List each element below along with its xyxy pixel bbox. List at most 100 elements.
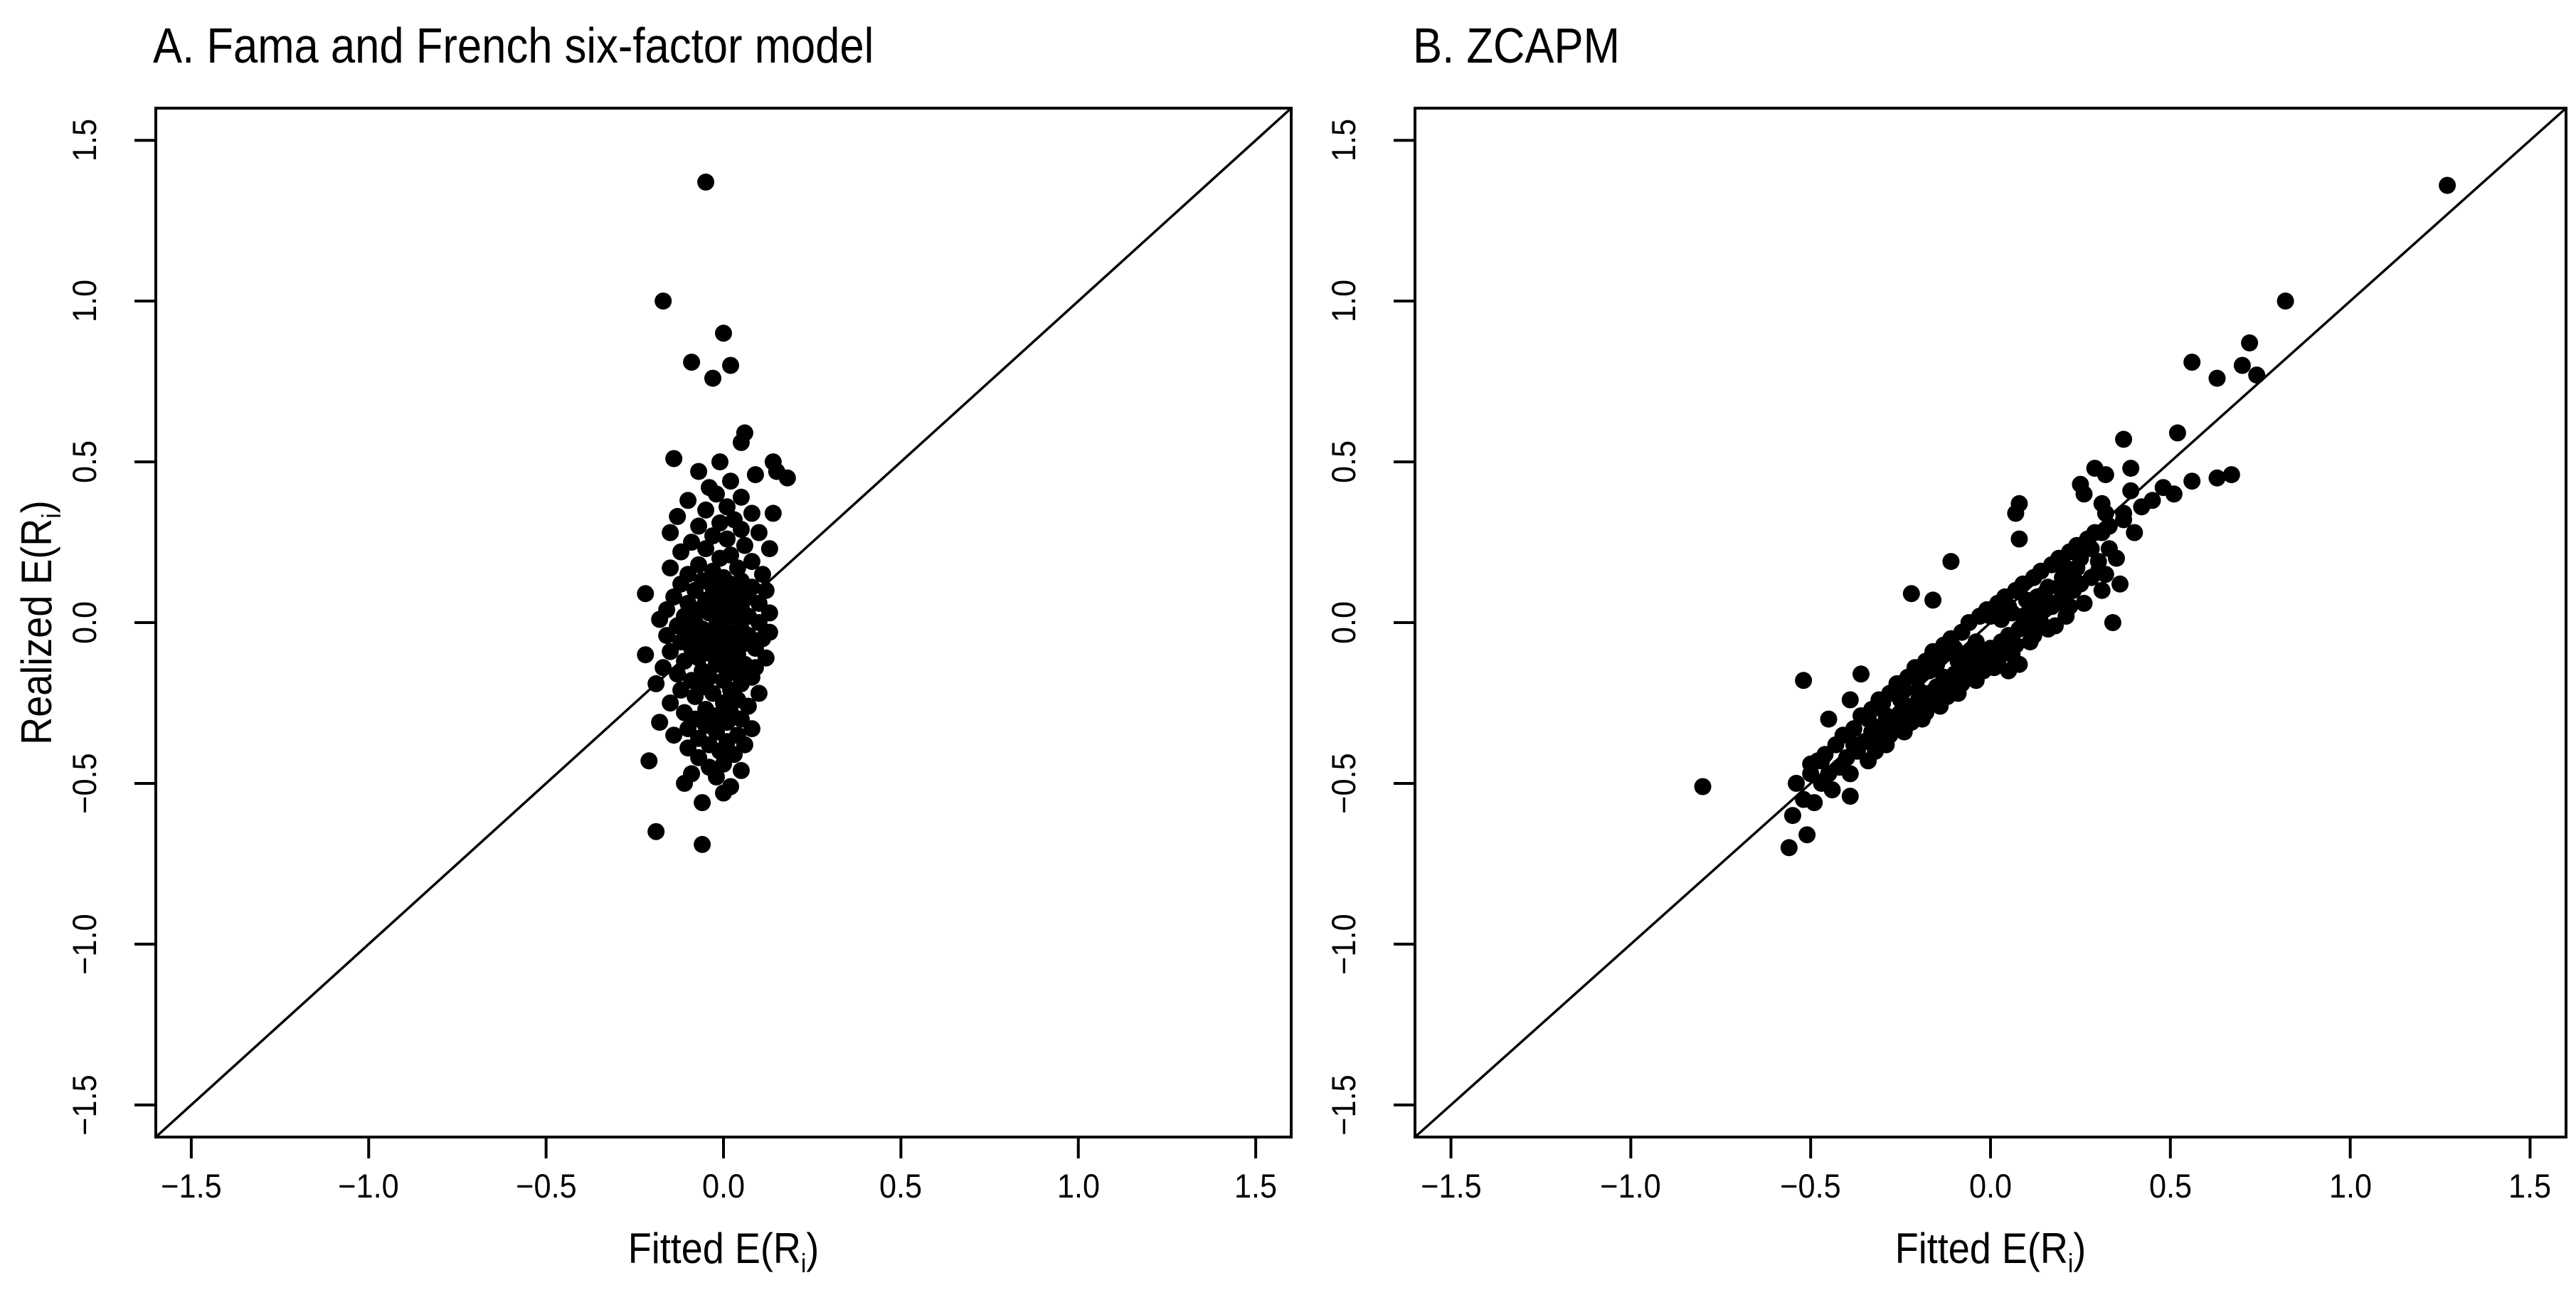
y-axis-label-close: ) bbox=[13, 500, 60, 514]
panel-b-data-point bbox=[2122, 482, 2140, 500]
panel-b-data-point bbox=[2233, 356, 2251, 374]
panel-b-x-tick-label: 1.0 bbox=[2328, 1167, 2372, 1205]
panel-a-y-axis-label: Realized E(Ri) bbox=[11, 398, 66, 847]
panel-b-data-point bbox=[2100, 517, 2118, 535]
panel-b-data-point bbox=[2208, 469, 2226, 487]
panel-b-x-axis-label: Fitted E(Ri) bbox=[1798, 1222, 2183, 1278]
panel-b-data-point bbox=[2047, 617, 2064, 635]
panel-b-y-tick-label: 1.5 bbox=[1325, 119, 1362, 162]
panel-a-data-point bbox=[672, 681, 690, 699]
panel-b-y-tick-label: 1.0 bbox=[1325, 280, 1362, 323]
panel-b-x-tick-label: −0.5 bbox=[1780, 1167, 1841, 1205]
panel-a-data-point bbox=[662, 643, 679, 660]
panel-b-data-point bbox=[1783, 807, 1801, 825]
panel-a-data-point bbox=[697, 501, 715, 519]
panel-a-data-point bbox=[711, 742, 728, 760]
panel-a-y-tick-label: 1.0 bbox=[65, 280, 103, 323]
panel-b-data-point bbox=[2057, 559, 2075, 577]
y-axis-label-subscript: i bbox=[36, 513, 66, 519]
panel-b-data-point bbox=[1902, 585, 1920, 603]
panel-a-data-point bbox=[647, 823, 665, 840]
panel-b-data-point bbox=[1946, 675, 1963, 692]
panel-a-data-point bbox=[672, 543, 690, 561]
panel-b-data-point bbox=[1795, 672, 1813, 689]
panel-a-data-point bbox=[753, 566, 771, 583]
y-axis-label-text: Realized E(R bbox=[13, 518, 60, 745]
panel-b-data-point bbox=[2097, 504, 2114, 522]
panel-a-y-tick-label: −1.5 bbox=[65, 1074, 103, 1136]
panel-a-data-point bbox=[697, 173, 715, 191]
panel-b-data-point bbox=[1780, 839, 1798, 857]
panel-b-data-point bbox=[2115, 430, 2133, 448]
panel-a-data-point bbox=[694, 835, 711, 853]
panel-b-data-point bbox=[1874, 729, 1892, 747]
panel-a-data-point bbox=[640, 752, 658, 770]
panel-a-data-point bbox=[711, 453, 728, 471]
panel-b-data-point bbox=[1798, 826, 1816, 844]
panel-b-data-point bbox=[2183, 354, 2201, 371]
panel-a-data-point bbox=[722, 356, 739, 374]
panel-b-x-tick-label: 1.5 bbox=[2508, 1167, 2552, 1205]
panel-b-data-point bbox=[1841, 691, 1859, 709]
panel-a-data-point bbox=[669, 665, 687, 683]
panel-b-data-point bbox=[1906, 701, 1924, 718]
panel-a-data-point bbox=[708, 768, 725, 786]
panel-a-data-point bbox=[662, 559, 679, 577]
panel-b-data-point bbox=[2089, 562, 2107, 580]
panel-b-data-point bbox=[1939, 687, 1956, 705]
panel-b-data-point bbox=[1874, 694, 1892, 712]
panel-a-data-point bbox=[722, 472, 739, 490]
panel-b-data-point bbox=[2208, 369, 2226, 387]
panel-b-data-point bbox=[2000, 662, 2018, 680]
panel-b-data-point bbox=[2111, 575, 2129, 593]
panel-a-x-tick-label: 1.5 bbox=[1234, 1167, 1278, 1205]
panel-a-y-tick-label: 1.5 bbox=[65, 119, 103, 162]
panel-b-data-point bbox=[2061, 598, 2079, 615]
panel-b-data-point bbox=[1877, 707, 1895, 724]
panel-a-x-tick-label: 0.5 bbox=[879, 1167, 923, 1205]
panel-b-data-point bbox=[1694, 778, 1712, 796]
x-axis-label-text: Fitted E(R bbox=[1894, 1225, 2068, 1272]
panel-b-data-point bbox=[1902, 714, 1920, 731]
panel-a-data-point bbox=[760, 540, 778, 558]
panel-a-data-point bbox=[665, 450, 683, 467]
panel-b-data-point bbox=[1820, 710, 1838, 728]
x-axis-label-subscript: i bbox=[800, 1248, 807, 1278]
panel-b-data-point bbox=[2241, 334, 2259, 352]
panel-b-x-tick-label: −1.5 bbox=[1420, 1167, 1482, 1205]
panel-b-data-point bbox=[2086, 524, 2104, 541]
panel-a-data-point bbox=[683, 354, 701, 371]
panel-b-data-point bbox=[2014, 608, 2032, 625]
panel-a-data-point bbox=[676, 652, 694, 670]
panel-b-data-point bbox=[1853, 665, 1870, 683]
panel-b-data-point bbox=[1841, 765, 1859, 783]
panel-a-data-point bbox=[732, 761, 750, 779]
panel-b-data-point bbox=[1909, 681, 1927, 699]
panel-a-data-point bbox=[746, 466, 764, 484]
panel-b-data-point bbox=[2276, 292, 2294, 310]
x-axis-label-text: Fitted E(R bbox=[627, 1225, 801, 1272]
panel-a-data-point bbox=[697, 540, 715, 558]
panel-a-data-point bbox=[711, 514, 728, 532]
panel-b-data-point bbox=[2010, 530, 2028, 548]
panel-b-data-point bbox=[2143, 492, 2161, 509]
panel-b-y-tick-label: 0.5 bbox=[1325, 440, 1362, 484]
panel-b-data-point bbox=[1860, 710, 1877, 728]
panel-b-data-point bbox=[1806, 794, 1823, 811]
panel-b-data-point bbox=[1924, 591, 1942, 609]
panel-a-data-point bbox=[679, 492, 697, 509]
panel-a-data-point bbox=[711, 549, 728, 567]
panel-b-data-point bbox=[1928, 655, 1946, 673]
panel-a-data-point bbox=[743, 504, 760, 522]
panel-a-data-point bbox=[647, 675, 665, 692]
panel-b-y-tick-label: −1.0 bbox=[1325, 914, 1362, 975]
panel-b-data-point bbox=[2010, 495, 2028, 512]
panel-b-data-point bbox=[2439, 176, 2456, 194]
panel-b-data-point bbox=[2050, 578, 2068, 596]
panel-a-data-point bbox=[651, 714, 669, 731]
panel-a-x-tick-label: −1.5 bbox=[161, 1167, 222, 1205]
panel-a-data-point bbox=[662, 694, 679, 712]
panel-b-data-point bbox=[1841, 788, 1859, 805]
panel-a-x-tick-label: −1.0 bbox=[338, 1167, 399, 1205]
